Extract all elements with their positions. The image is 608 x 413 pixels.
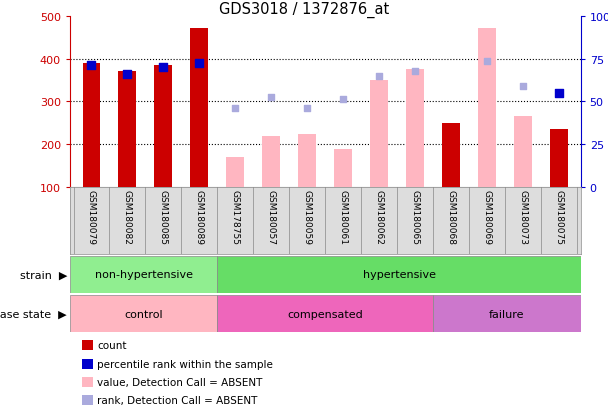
- Text: count: count: [97, 341, 127, 351]
- Text: GSM180062: GSM180062: [375, 190, 384, 244]
- Text: strain  ▶: strain ▶: [19, 270, 67, 280]
- Text: disease state  ▶: disease state ▶: [0, 309, 67, 319]
- Bar: [154, 66, 173, 188]
- Text: compensated: compensated: [288, 309, 363, 319]
- Bar: [70, 256, 218, 293]
- Bar: [262, 136, 280, 188]
- Bar: [83, 64, 100, 188]
- Text: GSM180065: GSM180065: [410, 190, 420, 245]
- Point: [230, 105, 240, 112]
- Bar: [218, 295, 433, 332]
- Text: GSM180079: GSM180079: [87, 190, 96, 245]
- Point: [339, 97, 348, 103]
- Point: [482, 58, 492, 65]
- Point: [410, 69, 420, 76]
- Bar: [334, 150, 352, 188]
- Text: GSM180073: GSM180073: [519, 190, 528, 245]
- Bar: [226, 158, 244, 188]
- Text: hypertensive: hypertensive: [362, 270, 435, 280]
- Text: GDS3018 / 1372876_at: GDS3018 / 1372876_at: [219, 2, 389, 18]
- Point: [86, 62, 96, 69]
- Point: [302, 105, 312, 112]
- Bar: [70, 295, 218, 332]
- Text: GSM178755: GSM178755: [231, 190, 240, 245]
- Point: [123, 71, 133, 78]
- Point: [195, 60, 204, 67]
- Text: GSM180068: GSM180068: [447, 190, 455, 245]
- Text: GSM180059: GSM180059: [303, 190, 312, 245]
- Bar: [119, 72, 136, 188]
- Point: [159, 65, 168, 71]
- Text: percentile rank within the sample: percentile rank within the sample: [97, 359, 273, 369]
- Text: control: control: [125, 309, 163, 319]
- Text: GSM180082: GSM180082: [123, 190, 132, 244]
- Text: GSM180069: GSM180069: [483, 190, 492, 245]
- Bar: [370, 81, 389, 188]
- Bar: [478, 29, 496, 188]
- Text: non-hypertensive: non-hypertensive: [95, 270, 193, 280]
- Point: [554, 90, 564, 97]
- Text: GSM180089: GSM180089: [195, 190, 204, 245]
- Bar: [218, 256, 581, 293]
- Bar: [406, 70, 424, 188]
- Point: [375, 73, 384, 80]
- Text: value, Detection Call = ABSENT: value, Detection Call = ABSENT: [97, 377, 263, 387]
- Bar: [514, 117, 532, 188]
- Text: GSM180075: GSM180075: [554, 190, 564, 245]
- Bar: [433, 295, 581, 332]
- Text: GSM180061: GSM180061: [339, 190, 348, 245]
- Bar: [299, 134, 316, 188]
- Bar: [442, 123, 460, 188]
- Text: rank, Detection Call = ABSENT: rank, Detection Call = ABSENT: [97, 395, 258, 405]
- Text: GSM180085: GSM180085: [159, 190, 168, 245]
- Point: [518, 84, 528, 90]
- Bar: [190, 29, 209, 188]
- Text: GSM180057: GSM180057: [267, 190, 276, 245]
- Bar: [550, 130, 568, 188]
- Text: failure: failure: [489, 309, 525, 319]
- Point: [266, 95, 276, 101]
